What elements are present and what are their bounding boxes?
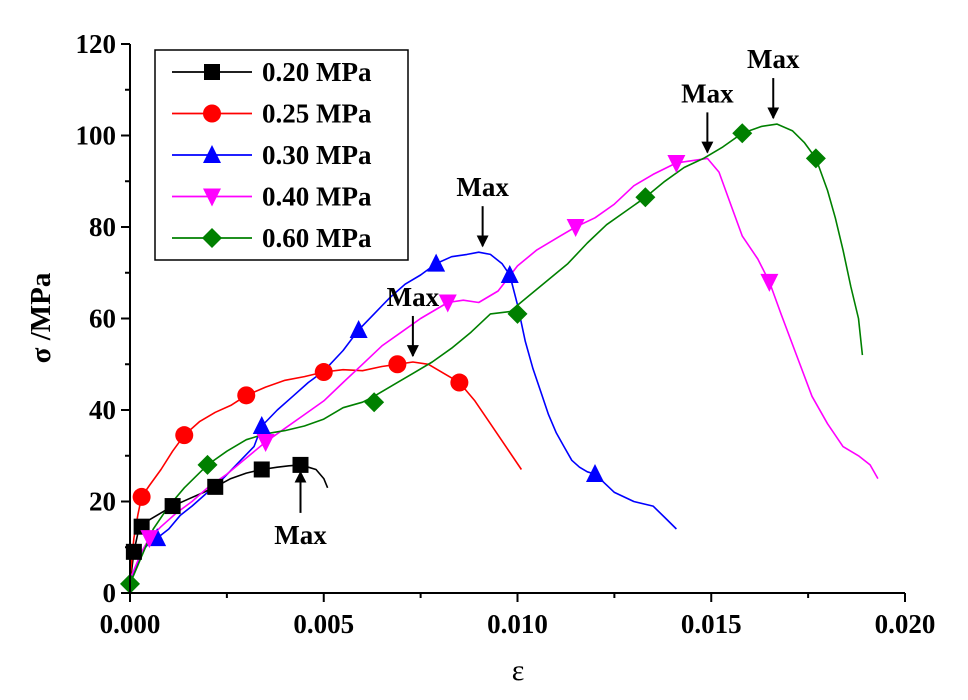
axes: 0.000 0.005 0.010 0.015 0.020 0 20 40 60 80 100 120 <box>76 29 936 639</box>
max-annotation: Max <box>456 172 509 248</box>
legend: 0.20 MPa 0.25 MPa 0.30 MPa 0.40 MPa 0.60 MPa <box>154 49 409 261</box>
data-point <box>132 487 151 506</box>
legend-marker <box>203 188 221 207</box>
data-point <box>427 253 446 272</box>
annotation-label: Max <box>456 172 509 202</box>
x-axis-title: ε <box>512 654 525 687</box>
legend-label: 0.20 MPa <box>262 57 372 87</box>
legend-label: 0.40 MPa <box>262 182 372 212</box>
max-annotation: Max <box>387 282 440 358</box>
y-tick-label: 60 <box>89 304 116 334</box>
legend-label: 0.30 MPa <box>262 140 372 170</box>
data-point <box>253 461 270 478</box>
legend-label: 0.25 MPa <box>262 99 372 129</box>
y-tick-label: 40 <box>89 395 116 425</box>
y-tick-label: 100 <box>76 121 117 151</box>
data-point <box>256 434 275 453</box>
y-tick-label: 0 <box>103 578 117 608</box>
data-point <box>252 416 271 435</box>
x-tick-label: 0.005 <box>293 609 354 639</box>
x-tick-label: 0.015 <box>681 609 742 639</box>
x-tick-label: 0.020 <box>875 609 936 639</box>
data-point <box>207 478 224 495</box>
plot-markers <box>120 123 826 594</box>
data-point <box>237 386 256 405</box>
legend-item: 0.60 MPa <box>172 223 372 253</box>
y-tick-label: 80 <box>89 212 116 242</box>
data-point <box>732 123 753 144</box>
data-point <box>566 219 585 237</box>
data-point <box>388 355 407 374</box>
legend-item: 0.40 MPa <box>172 182 372 212</box>
data-point <box>197 454 218 475</box>
legend-label: 0.60 MPa <box>262 223 372 253</box>
data-point <box>450 373 469 392</box>
data-point <box>635 187 656 208</box>
max-annotation: Max <box>747 44 800 120</box>
data-point <box>125 543 142 560</box>
annotations: Max Max Max Max Max <box>274 44 800 550</box>
data-point <box>805 148 826 169</box>
data-point <box>364 392 385 413</box>
annotation-label: Max <box>387 282 440 312</box>
legend-marker <box>203 145 221 163</box>
legend-item: 0.25 MPa <box>172 99 372 129</box>
x-tick-label: 0.010 <box>487 609 548 639</box>
data-point <box>760 273 779 292</box>
y-tick-label: 120 <box>76 29 117 59</box>
annotation-label: Max <box>747 44 800 74</box>
annotation-label: Max <box>681 78 734 108</box>
legend-marker <box>204 64 220 80</box>
data-point <box>292 456 309 473</box>
data-point <box>164 498 181 515</box>
data-point <box>586 464 604 483</box>
legend-marker <box>203 104 221 123</box>
max-annotation: Max <box>681 78 734 154</box>
max-annotation: Max <box>274 470 327 550</box>
y-axis-title: σ /MPa <box>25 272 57 363</box>
data-point <box>438 294 457 313</box>
data-point <box>500 265 519 284</box>
data-point <box>140 530 159 549</box>
legend-marker <box>202 228 222 248</box>
y-tick-label: 20 <box>89 487 116 517</box>
data-point <box>314 363 333 382</box>
data-point <box>349 319 368 338</box>
data-point <box>667 154 686 173</box>
series-line-5 <box>129 123 864 585</box>
legend-item: 0.30 MPa <box>172 140 372 170</box>
x-tick-label: 0.000 <box>100 609 161 639</box>
legend-item: 0.20 MPa <box>172 57 372 87</box>
data-point <box>507 303 528 324</box>
annotation-label: Max <box>274 520 327 550</box>
data-point <box>175 426 194 445</box>
series-line-4 <box>129 157 879 580</box>
